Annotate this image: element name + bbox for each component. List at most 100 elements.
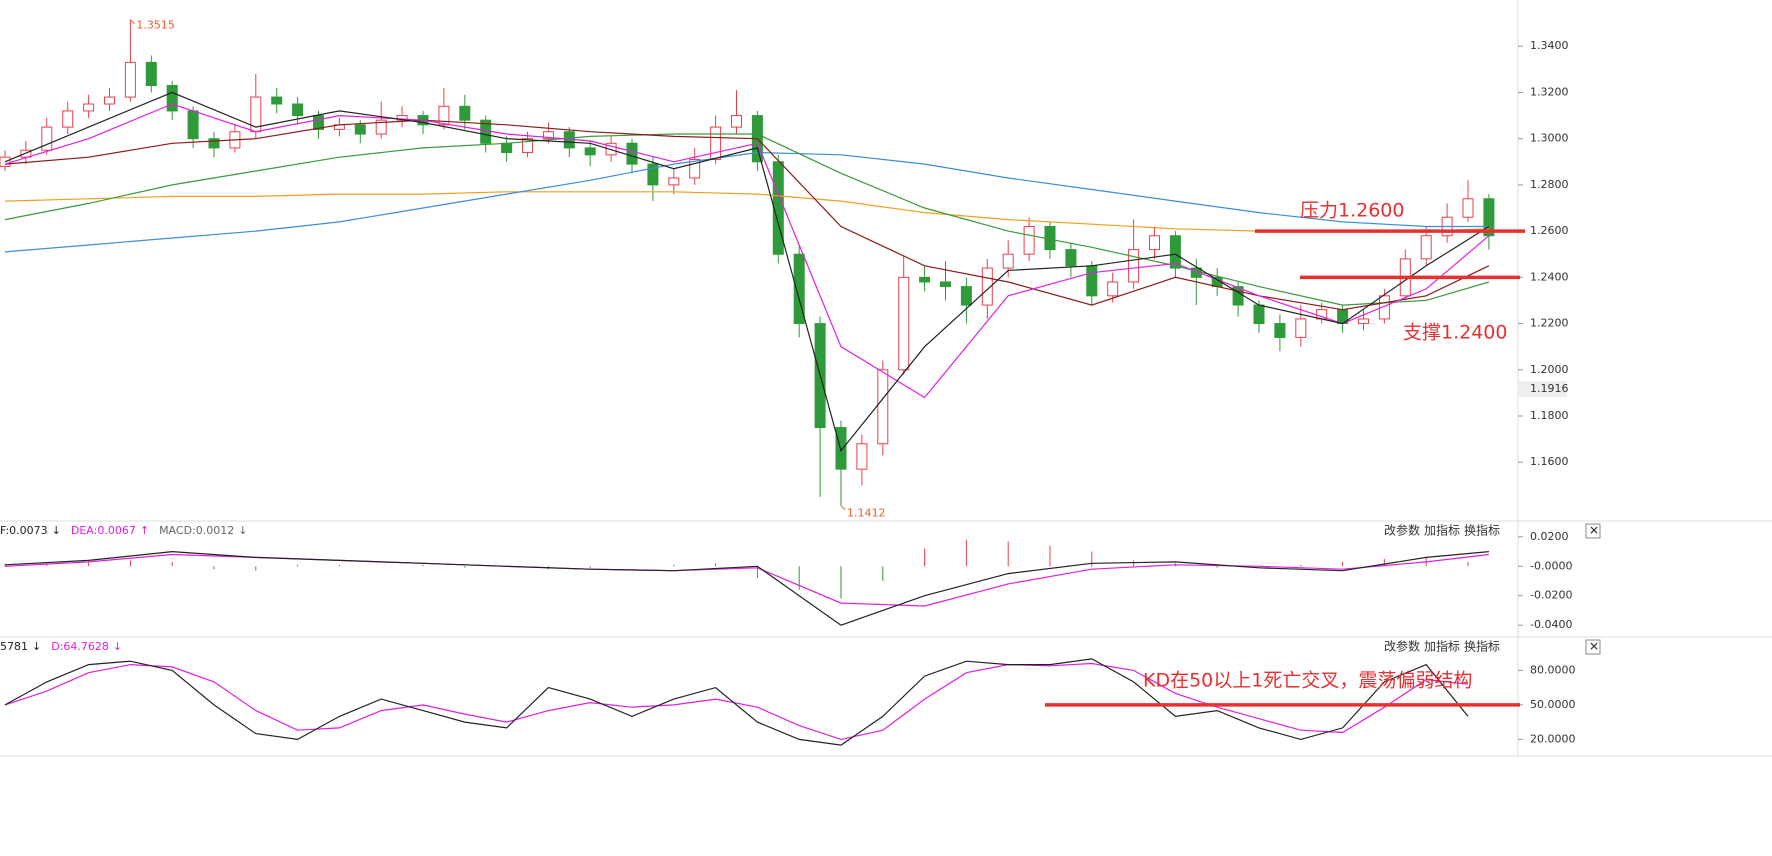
extreme-label: 1.3515: [136, 19, 175, 32]
y-tick-label: -0.0000: [1530, 559, 1572, 572]
candle-body: [626, 142, 638, 165]
y-tick-label: 1.2000: [1530, 363, 1569, 376]
candle-body: [668, 177, 680, 186]
annotation-text: 支撑1.2400: [1403, 322, 1507, 344]
indicator-value: D:64.7628: [51, 640, 109, 653]
panel-button[interactable]: ✕: [1589, 524, 1599, 538]
indicator-line: [4, 658, 1469, 746]
panel-button[interactable]: ✕: [1589, 640, 1599, 654]
panel-button[interactable]: 换指标: [1464, 523, 1500, 538]
panel-button[interactable]: 改参数: [1384, 639, 1420, 654]
current-price-box: [1519, 381, 1567, 398]
candle-body: [981, 267, 993, 306]
candle-body: [145, 61, 157, 87]
indicator-line: [4, 91, 1490, 452]
y-tick-label: 1.2600: [1530, 224, 1569, 237]
y-tick-label: 1.2800: [1530, 178, 1569, 191]
candle-body: [124, 61, 136, 98]
candle-body: [772, 161, 784, 255]
indicator-arrow: ↓: [32, 640, 41, 653]
y-tick-label: 20.0000: [1530, 732, 1576, 745]
y-tick-label: 1.2400: [1530, 270, 1569, 283]
y-tick-label: -0.0200: [1530, 589, 1572, 602]
indicator-arrow: ↑: [140, 524, 149, 537]
candle-body: [731, 115, 742, 128]
current-price-label: 1.1916: [1530, 382, 1569, 395]
candle-body: [208, 138, 220, 149]
candle-body: [793, 253, 805, 325]
panel-button[interactable]: 换指标: [1464, 639, 1500, 654]
y-tick-label: 0.0200: [1530, 530, 1569, 543]
indicator-value: DEA:0.0067: [71, 524, 136, 537]
candle-body: [919, 276, 931, 283]
close-box[interactable]: [1585, 523, 1601, 539]
candle-body: [1023, 225, 1035, 255]
candle-body: [83, 103, 95, 112]
y-tick-label: 1.1600: [1530, 455, 1569, 468]
candle-body: [501, 142, 513, 154]
y-tick-label: 1.3200: [1530, 85, 1569, 98]
y-tick-label: 1.2200: [1530, 317, 1569, 330]
indicator-line: [4, 550, 1489, 626]
candle-body: [647, 163, 659, 186]
indicator-line: [4, 103, 1490, 399]
extreme-pointer: [130, 19, 135, 24]
panel-button[interactable]: 加指标: [1424, 639, 1460, 654]
close-box[interactable]: [1585, 639, 1601, 655]
candle-body: [354, 124, 366, 135]
candle-body: [1295, 318, 1307, 338]
candle-body: [375, 119, 387, 135]
candle-body: [1169, 235, 1181, 269]
indicator-arrow: ↓: [238, 524, 247, 537]
candle-body: [1358, 318, 1369, 325]
indicator-line: [4, 151, 1489, 253]
extreme-pointer: [840, 505, 846, 511]
candle-body: [1149, 235, 1160, 251]
panel-button[interactable]: 加指标: [1424, 523, 1460, 538]
annotation-text: KD在50以上1死亡交叉，震荡偏弱结构: [1143, 670, 1472, 692]
candle-body: [187, 110, 199, 140]
candle-body: [856, 443, 868, 470]
candle-body: [292, 103, 304, 117]
indicator-line: [4, 662, 1469, 741]
y-tick-label: 50.0000: [1530, 698, 1576, 711]
indicator-line: [4, 133, 1490, 306]
candle-body: [1086, 265, 1098, 297]
candle-body: [1065, 249, 1077, 267]
y-tick-label: 1.3000: [1530, 132, 1569, 145]
candle-body: [438, 105, 450, 126]
candle-body: [1274, 323, 1286, 338]
candle-body: [1378, 295, 1390, 320]
y-tick-label: -0.0400: [1530, 618, 1572, 631]
candle-body: [62, 110, 74, 128]
candle-body: [1253, 304, 1265, 325]
candle-body: [104, 96, 115, 105]
candle-body: [1462, 198, 1474, 218]
candle-body: [522, 138, 533, 154]
candle-body: [584, 147, 596, 156]
candle-body: [542, 131, 554, 140]
candle-body: [710, 126, 722, 160]
candle-body: [1128, 249, 1140, 283]
candle-body: [271, 96, 283, 105]
candle-body: [835, 427, 847, 470]
candle-body: [459, 105, 471, 121]
candle-body: [877, 369, 889, 445]
candle-body: [960, 286, 972, 306]
extreme-label: 1.1412: [847, 507, 886, 520]
candle-body: [689, 158, 701, 179]
candle-body: [898, 276, 910, 371]
y-tick-label: 80.0000: [1530, 663, 1576, 676]
candle-body: [940, 281, 951, 288]
annotation-text: 压力1.2600: [1300, 200, 1404, 222]
candle-body: [41, 126, 53, 151]
candle-body: [1420, 235, 1432, 260]
indicator-value: MACD:0.0012: [159, 524, 234, 537]
indicator-value: 5781: [0, 640, 28, 653]
y-tick-label: 1.1800: [1530, 409, 1569, 422]
indicator-value: F:0.0073: [0, 524, 48, 537]
panel-button[interactable]: 改参数: [1384, 523, 1420, 538]
indicator-arrow: ↓: [52, 524, 61, 537]
candle-body: [1002, 253, 1014, 269]
